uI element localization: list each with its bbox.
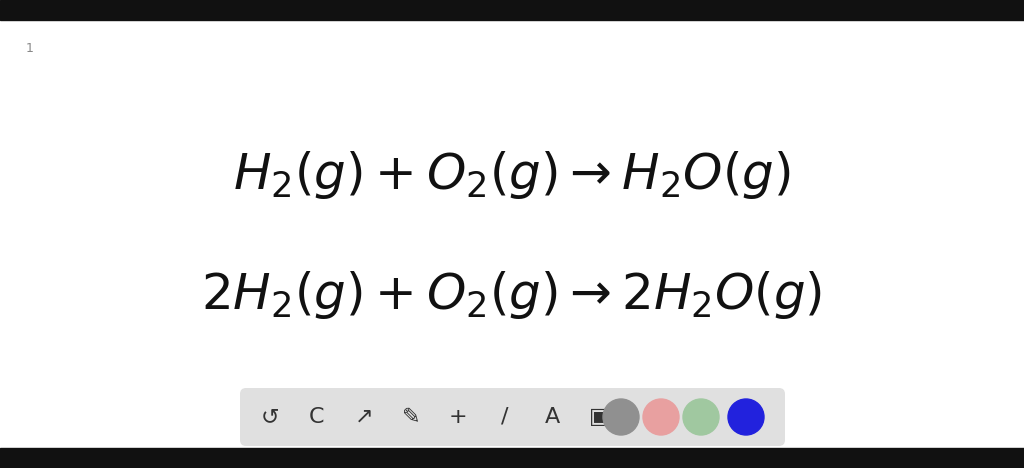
Ellipse shape <box>683 399 719 435</box>
Text: ↺: ↺ <box>261 407 280 427</box>
Ellipse shape <box>603 399 639 435</box>
Text: ▣: ▣ <box>589 407 609 427</box>
Bar <box>0 448 1024 468</box>
Text: ↗: ↗ <box>354 407 374 427</box>
Text: A: A <box>545 407 560 427</box>
Text: +: + <box>449 407 467 427</box>
Text: C: C <box>309 407 325 427</box>
Text: ✎: ✎ <box>401 407 420 427</box>
Ellipse shape <box>643 399 679 435</box>
Text: $2H_2(g) + O_2(g) \rightarrow 2H_2O(g)$: $2H_2(g) + O_2(g) \rightarrow 2H_2O(g)$ <box>202 269 822 321</box>
Ellipse shape <box>728 399 764 435</box>
Text: /: / <box>502 407 509 427</box>
Text: 1: 1 <box>26 42 34 54</box>
Text: $H_2(g) + O_2(g) \rightarrow H_2O(g)$: $H_2(g) + O_2(g) \rightarrow H_2O(g)$ <box>233 149 791 201</box>
Bar <box>0 0 1024 20</box>
FancyBboxPatch shape <box>240 388 785 446</box>
